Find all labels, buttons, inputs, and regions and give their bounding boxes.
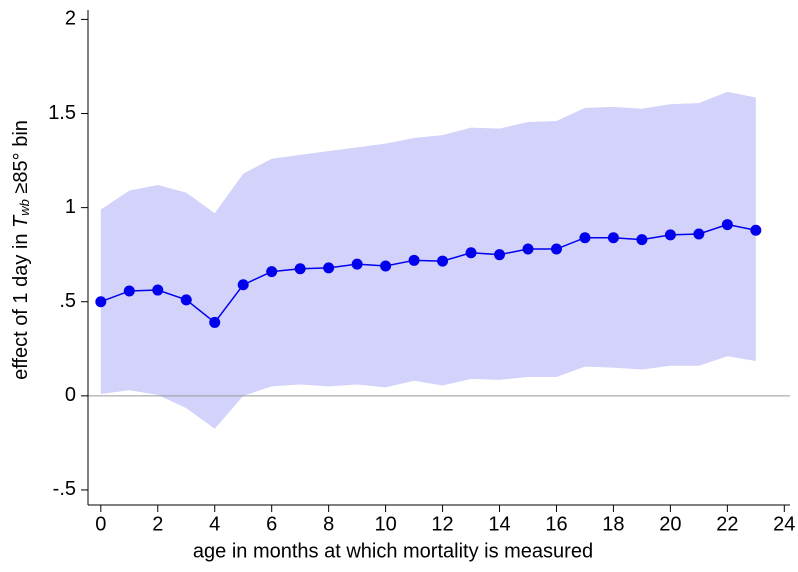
y-tick-label: .5 (59, 290, 76, 312)
data-point (266, 266, 278, 278)
data-point (209, 316, 221, 328)
data-point (494, 249, 506, 261)
data-point (664, 229, 676, 241)
x-tick-label: 20 (659, 513, 681, 535)
y-tick-label: 1.5 (48, 102, 76, 124)
x-tick-label: 18 (602, 513, 624, 535)
data-point (123, 285, 135, 297)
data-point (721, 219, 733, 231)
data-point (579, 232, 591, 244)
data-point (750, 224, 762, 236)
y-tick-label: -.5 (53, 478, 76, 500)
y-label-part: T (10, 214, 32, 228)
y-label-part: ≥85° bin (10, 120, 32, 193)
data-point (607, 232, 619, 244)
y-axis-label: effect of 1 day in Twb ≥85° bin (10, 120, 36, 380)
data-point (180, 294, 192, 306)
x-tick-label: 10 (374, 513, 396, 535)
data-point (152, 284, 164, 296)
x-tick-label: 14 (488, 513, 510, 535)
x-tick-label: 16 (545, 513, 567, 535)
y-label-part: effect of 1 day in (10, 234, 32, 380)
x-tick-label: 2 (152, 513, 163, 535)
x-tick-label: 12 (431, 513, 453, 535)
x-tick-label: 6 (266, 513, 277, 535)
data-point (237, 279, 249, 291)
data-point (636, 234, 648, 246)
data-point (693, 228, 705, 240)
y-tick-label: 1 (65, 196, 76, 218)
data-point (294, 263, 306, 275)
data-point (465, 247, 477, 259)
data-point (380, 260, 392, 272)
x-tick-label: 24 (773, 513, 795, 535)
data-point (408, 254, 420, 266)
x-tick-label: 8 (323, 513, 334, 535)
data-point (522, 243, 534, 255)
data-point (550, 243, 562, 255)
x-tick-label: 22 (716, 513, 738, 535)
x-tick-label: 4 (209, 513, 220, 535)
y-tick-label: 2 (65, 8, 76, 30)
y-label-part: wb (17, 199, 32, 216)
data-point (437, 255, 449, 267)
x-tick-label: 0 (95, 513, 106, 535)
y-tick-label: 0 (65, 384, 76, 406)
x-axis-label: age in months at which mortality is meas… (193, 540, 593, 562)
data-point (95, 296, 107, 308)
data-point (351, 258, 363, 270)
data-point (323, 262, 335, 274)
